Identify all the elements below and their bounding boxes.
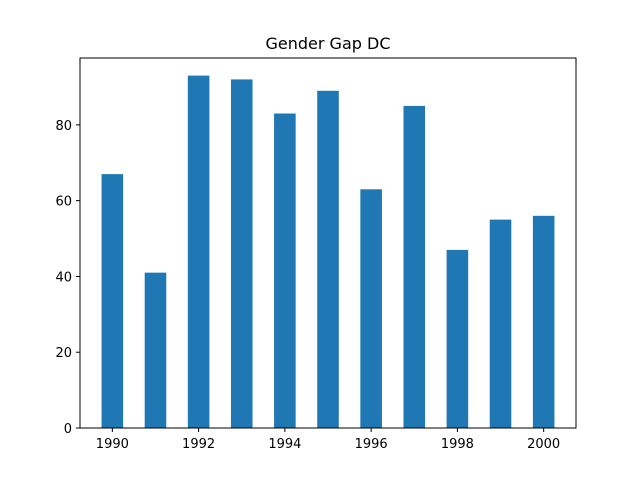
bar-1995 — [317, 90, 339, 429]
plot-frame — [79, 57, 577, 429]
x-tick-label: 1996 — [355, 437, 388, 452]
chart-title: Gender Gap DC — [266, 34, 391, 53]
x-tick-label: 1994 — [268, 437, 301, 452]
y-tick-label: 0 — [64, 422, 72, 437]
y-tick-label: 60 — [55, 195, 72, 210]
bar-1992 — [187, 75, 210, 428]
x-tick-label: 1990 — [96, 437, 129, 452]
bar-1990 — [101, 174, 124, 428]
x-axis: 1990 1992 1994 1996 1998 2000 — [96, 428, 560, 452]
bar-1991 — [144, 272, 167, 428]
y-axis: 0 20 40 60 80 — [55, 119, 80, 437]
bar-1999 — [489, 219, 512, 428]
bar-1996 — [360, 189, 382, 428]
x-tick-label: 2000 — [527, 437, 560, 452]
y-tick-label: 20 — [55, 346, 72, 361]
bar-1994 — [274, 113, 296, 429]
y-tick-label: 40 — [55, 270, 72, 285]
y-tick-label: 80 — [55, 119, 72, 134]
x-tick-label: 1998 — [441, 437, 474, 452]
bar-1993 — [230, 79, 253, 429]
bar-2000 — [532, 215, 555, 428]
bar-1997 — [403, 105, 426, 428]
x-tick-label: 1992 — [182, 437, 215, 452]
bar-1998 — [446, 249, 469, 428]
bars — [101, 75, 555, 429]
